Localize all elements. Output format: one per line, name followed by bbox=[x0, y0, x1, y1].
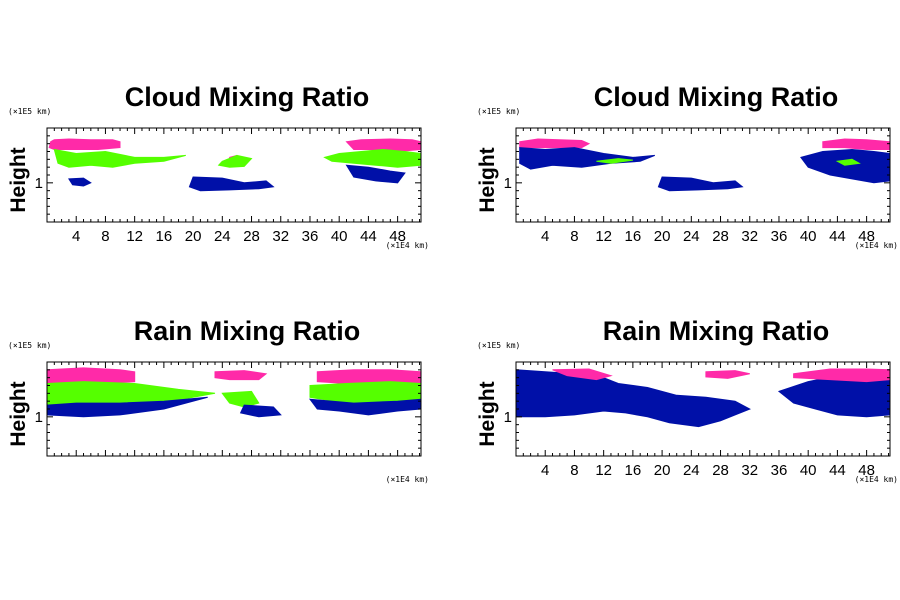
chart-title: Cloud Mixing Ratio bbox=[594, 82, 838, 112]
blue-region-3 bbox=[308, 398, 421, 416]
y-axis-ticks bbox=[516, 135, 890, 215]
x-tick-label: 32 bbox=[741, 462, 758, 479]
blue-region-3 bbox=[800, 148, 890, 184]
chart-title: Rain Mixing Ratio bbox=[134, 316, 361, 346]
x-tick-label: 20 bbox=[185, 228, 202, 245]
x-tick-label: 8 bbox=[101, 228, 109, 245]
green-region-2 bbox=[217, 154, 253, 168]
blue-region-2 bbox=[657, 176, 744, 192]
x-tick-label: 36 bbox=[771, 462, 788, 479]
blue-region-3 bbox=[345, 164, 406, 184]
y-unit-label: (×1E5 km) bbox=[8, 107, 51, 116]
blue-region-1 bbox=[68, 177, 92, 187]
x-tick-label: 44 bbox=[360, 228, 377, 245]
x-tick-label: 40 bbox=[800, 462, 817, 479]
x-tick-label: 24 bbox=[214, 228, 231, 245]
x-unit-label: (×1E4 km) bbox=[386, 241, 429, 250]
magenta-region-1 bbox=[519, 138, 591, 149]
plot-area bbox=[516, 368, 890, 428]
y-axis-ticks bbox=[47, 135, 421, 215]
x-tick-label: 16 bbox=[625, 462, 642, 479]
x-tick-label: 12 bbox=[595, 462, 612, 479]
x-tick-label: 32 bbox=[741, 228, 758, 245]
x-tick-label: 4 bbox=[72, 228, 80, 245]
magenta-region-1 bbox=[48, 138, 121, 150]
x-tick-label: 24 bbox=[683, 228, 700, 245]
y-axis-label: Height bbox=[476, 147, 499, 212]
x-tick-label: 28 bbox=[712, 462, 729, 479]
magenta-region-2 bbox=[822, 138, 890, 150]
y-axis-label: Height bbox=[476, 381, 499, 446]
x-unit-label: (×1E4 km) bbox=[855, 475, 898, 484]
y-axis-label: Height bbox=[7, 381, 30, 446]
x-tick-label: 44 bbox=[829, 462, 846, 479]
plot-area bbox=[48, 138, 421, 192]
x-tick-label: 4 bbox=[541, 228, 549, 245]
x-tick-label: 8 bbox=[570, 228, 578, 245]
x-tick-label: 20 bbox=[654, 462, 671, 479]
x-unit-label: (×1E4 km) bbox=[386, 475, 429, 484]
x-tick-label: 36 bbox=[771, 228, 788, 245]
blue-region-1 bbox=[47, 396, 208, 418]
magenta-region-2 bbox=[214, 370, 268, 381]
plot-area bbox=[519, 138, 890, 192]
magenta-region-3 bbox=[793, 368, 890, 383]
green-region-1 bbox=[596, 158, 633, 164]
x-tick-label: 4 bbox=[541, 462, 549, 479]
magenta-region-2 bbox=[705, 370, 750, 379]
green-region-2 bbox=[221, 390, 260, 408]
x-tick-label: 44 bbox=[829, 228, 846, 245]
x-axis-ticks bbox=[53, 362, 421, 456]
y-tick-label: 1 bbox=[35, 409, 43, 426]
magenta-region-2 bbox=[345, 138, 421, 153]
x-tick-label: 28 bbox=[243, 228, 260, 245]
blue-region-2 bbox=[239, 404, 282, 418]
y-unit-label: (×1E5 km) bbox=[477, 341, 520, 350]
green-region-3 bbox=[323, 148, 421, 168]
x-tick-label: 24 bbox=[683, 462, 700, 479]
x-tick-label: 32 bbox=[272, 228, 289, 245]
blue-region-2 bbox=[188, 176, 275, 192]
x-tick-label: 12 bbox=[126, 228, 143, 245]
y-tick-label: 1 bbox=[35, 175, 43, 192]
green-region-3 bbox=[309, 381, 421, 404]
y-tick-label: 1 bbox=[504, 175, 512, 192]
y-tick-label: 1 bbox=[504, 409, 512, 426]
green-region-1 bbox=[53, 148, 186, 168]
blue-region-1 bbox=[516, 369, 751, 428]
x-axis-ticks bbox=[53, 128, 421, 222]
y-axis-ticks bbox=[516, 369, 890, 449]
chart-title: Rain Mixing Ratio bbox=[603, 316, 830, 346]
x-tick-label: 40 bbox=[800, 228, 817, 245]
chart-title: Cloud Mixing Ratio bbox=[125, 82, 369, 112]
x-tick-label: 48 bbox=[389, 228, 406, 245]
chart-panel-3: 1 Rain Mixing Ratio (×1E5 km) (×1E4 km) Heig… bbox=[7, 316, 429, 484]
y-unit-label: (×1E5 km) bbox=[8, 341, 51, 350]
plot-area bbox=[47, 367, 421, 418]
y-unit-label: (×1E5 km) bbox=[477, 107, 520, 116]
y-axis-label: Height bbox=[7, 147, 30, 212]
blue-region-1 bbox=[519, 147, 655, 170]
x-tick-label: 40 bbox=[331, 228, 348, 245]
x-tick-label: 16 bbox=[156, 228, 173, 245]
x-tick-label: 20 bbox=[654, 228, 671, 245]
magenta-region-1 bbox=[552, 368, 613, 381]
x-unit-label: (×1E4 km) bbox=[855, 241, 898, 250]
x-axis-ticks bbox=[522, 362, 890, 456]
x-tick-label: 28 bbox=[712, 228, 729, 245]
green-region-2 bbox=[835, 158, 861, 166]
x-tick-label: 36 bbox=[302, 228, 319, 245]
x-tick-label: 12 bbox=[595, 228, 612, 245]
x-tick-label: 48 bbox=[858, 462, 875, 479]
x-axis-ticks bbox=[522, 128, 890, 222]
x-tick-label: 48 bbox=[858, 228, 875, 245]
y-axis-ticks bbox=[47, 369, 421, 449]
x-tick-label: 8 bbox=[570, 462, 578, 479]
x-tick-label: 16 bbox=[625, 228, 642, 245]
